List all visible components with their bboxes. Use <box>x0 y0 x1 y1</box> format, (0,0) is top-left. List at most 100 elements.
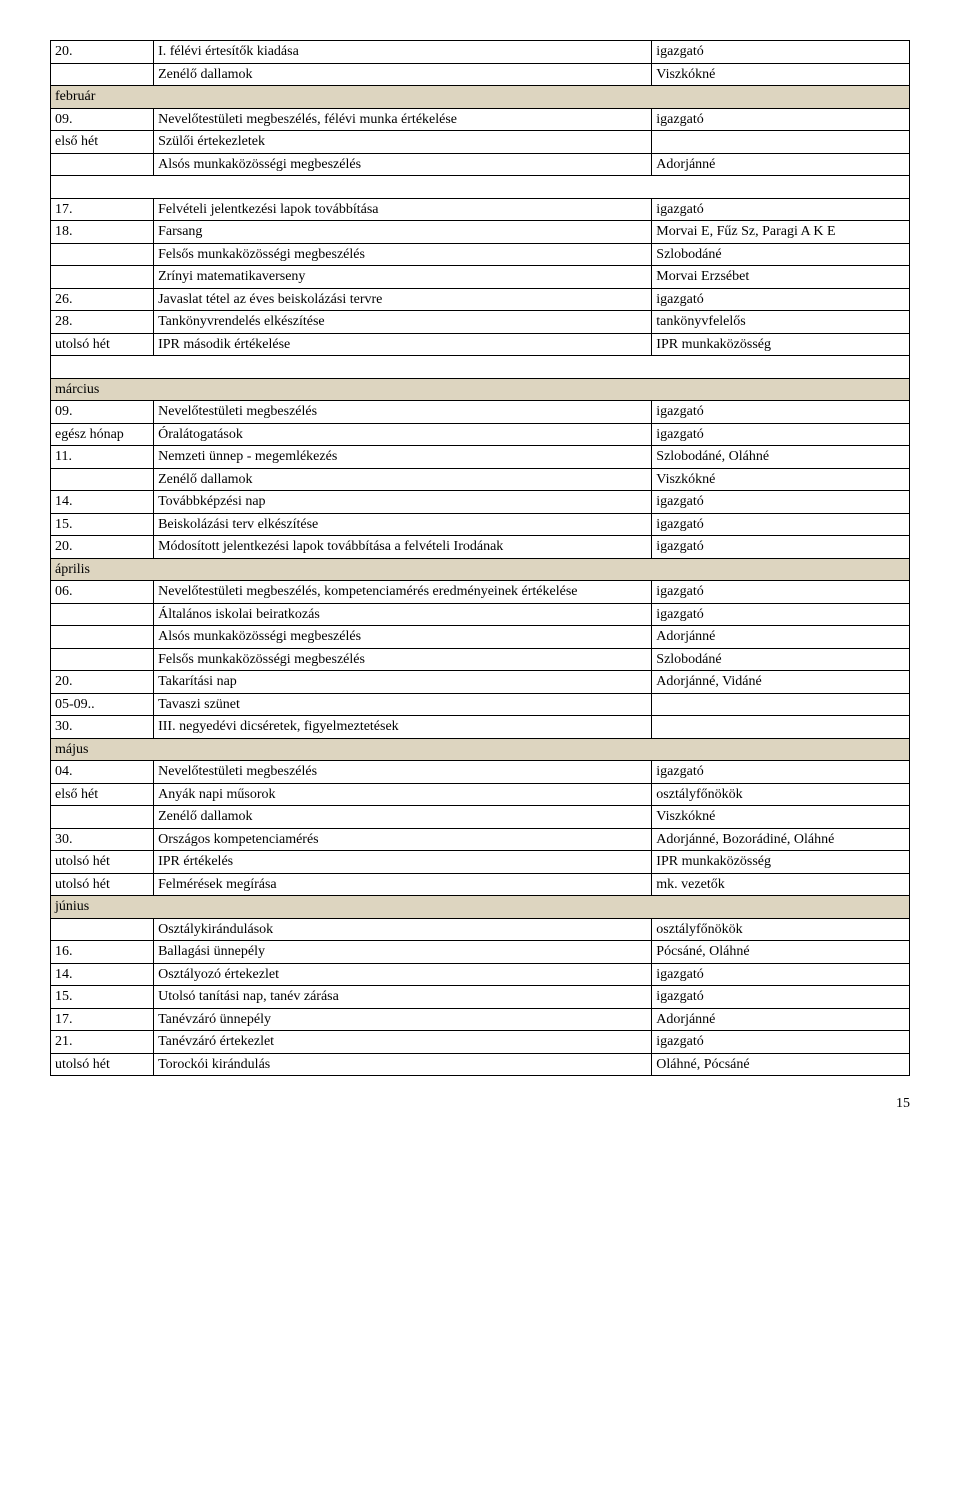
month-header-cell: április <box>51 558 910 581</box>
table-row: 11.Nemzeti ünnep - megemlékezésSzlobodán… <box>51 446 910 469</box>
owner-cell: Adorjánné <box>652 1008 910 1031</box>
table-row: 04.Nevelőtestületi megbeszélésigazgató <box>51 761 910 784</box>
owner-cell: igazgató <box>652 603 910 626</box>
date-cell: 28. <box>51 311 154 334</box>
event-cell: Nevelőtestületi megbeszélés, kompetencia… <box>154 581 652 604</box>
date-cell: első hét <box>51 131 154 154</box>
owner-cell: tankönyvfelelős <box>652 311 910 334</box>
event-cell: Javaslat tétel az éves beiskolázási terv… <box>154 288 652 311</box>
event-cell: Tanévzáró ünnepély <box>154 1008 652 1031</box>
table-row: Felsős munkaközösségi megbeszélésSzlobod… <box>51 243 910 266</box>
table-row: február <box>51 86 910 109</box>
schedule-table: 20.I. félévi értesítők kiadásaigazgatóZe… <box>50 40 910 1076</box>
owner-cell: igazgató <box>652 491 910 514</box>
date-cell <box>51 153 154 176</box>
table-row: Osztálykirándulásokosztályfőnökök <box>51 918 910 941</box>
table-row: Zrínyi matematikaversenyMorvai Erzsébet <box>51 266 910 289</box>
table-row: 14.Továbbképzési napigazgató <box>51 491 910 514</box>
owner-cell: osztályfőnökök <box>652 918 910 941</box>
table-row: 16.Ballagási ünnepélyPócsáné, Oláhné <box>51 941 910 964</box>
date-cell: 14. <box>51 491 154 514</box>
table-row: utolsó hétIPR második értékeléseIPR munk… <box>51 333 910 356</box>
date-cell: egész hónap <box>51 423 154 446</box>
owner-cell: Viszkókné <box>652 806 910 829</box>
month-header-cell: május <box>51 738 910 761</box>
event-cell: IPR második értékelése <box>154 333 652 356</box>
event-cell: Zenélő dallamok <box>154 806 652 829</box>
table-row: Alsós munkaközösségi megbeszélésAdorjánn… <box>51 153 910 176</box>
date-cell: 21. <box>51 1031 154 1054</box>
date-cell <box>51 603 154 626</box>
table-row <box>51 356 910 379</box>
event-cell: III. negyedévi dicséretek, figyelmezteté… <box>154 716 652 739</box>
event-cell: Nevelőtestületi megbeszélés, félévi munk… <box>154 108 652 131</box>
date-cell <box>51 648 154 671</box>
event-cell: Ballagási ünnepély <box>154 941 652 964</box>
owner-cell: Adorjánné <box>652 153 910 176</box>
date-cell: 05-09.. <box>51 693 154 716</box>
event-cell: Zrínyi matematikaverseny <box>154 266 652 289</box>
owner-cell: igazgató <box>652 423 910 446</box>
event-cell: Módosított jelentkezési lapok továbbítás… <box>154 536 652 559</box>
date-cell <box>51 266 154 289</box>
event-cell: Alsós munkaközösségi megbeszélés <box>154 626 652 649</box>
owner-cell: Morvai Erzsébet <box>652 266 910 289</box>
event-cell: Nevelőtestületi megbeszélés <box>154 761 652 784</box>
owner-cell: IPR munkaközösség <box>652 333 910 356</box>
date-cell: 20. <box>51 41 154 64</box>
owner-cell: igazgató <box>652 986 910 1009</box>
table-row: 20.Módosított jelentkezési lapok továbbí… <box>51 536 910 559</box>
event-cell: Általános iskolai beiratkozás <box>154 603 652 626</box>
owner-cell: igazgató <box>652 513 910 536</box>
table-row: Általános iskolai beiratkozásigazgató <box>51 603 910 626</box>
owner-cell <box>652 693 910 716</box>
owner-cell: Morvai E, Fűz Sz, Paragi A K E <box>652 221 910 244</box>
table-row: utolsó hétIPR értékelésIPR munkaközösség <box>51 851 910 874</box>
date-cell <box>51 468 154 491</box>
date-cell: 15. <box>51 986 154 1009</box>
table-row: 17.Felvételi jelentkezési lapok továbbít… <box>51 198 910 221</box>
table-row: 05-09..Tavaszi szünet <box>51 693 910 716</box>
table-row: Felsős munkaközösségi megbeszélésSzlobod… <box>51 648 910 671</box>
owner-cell: Szlobodáné <box>652 243 910 266</box>
table-row: május <box>51 738 910 761</box>
date-cell: utolsó hét <box>51 1053 154 1076</box>
event-cell: Nemzeti ünnep - megemlékezés <box>154 446 652 469</box>
owner-cell: igazgató <box>652 536 910 559</box>
owner-cell: igazgató <box>652 288 910 311</box>
table-row: 15.Utolsó tanítási nap, tanév zárásaigaz… <box>51 986 910 1009</box>
date-cell: 09. <box>51 108 154 131</box>
event-cell: IPR értékelés <box>154 851 652 874</box>
event-cell: Óralátogatások <box>154 423 652 446</box>
owner-cell: igazgató <box>652 761 910 784</box>
event-cell: Tanévzáró értekezlet <box>154 1031 652 1054</box>
owner-cell: Szlobodáné, Oláhné <box>652 446 910 469</box>
table-row: első hétAnyák napi műsorokosztályfőnökök <box>51 783 910 806</box>
owner-cell: osztályfőnökök <box>652 783 910 806</box>
table-row: Zenélő dallamokViszkókné <box>51 468 910 491</box>
event-cell: Tankönyvrendelés elkészítése <box>154 311 652 334</box>
table-row: 15.Beiskolázási terv elkészítéseigazgató <box>51 513 910 536</box>
owner-cell: Adorjánné <box>652 626 910 649</box>
owner-cell: Oláhné, Pócsáné <box>652 1053 910 1076</box>
owner-cell: IPR munkaközösség <box>652 851 910 874</box>
owner-cell: Adorjánné, Bozorádiné, Oláhné <box>652 828 910 851</box>
owner-cell: igazgató <box>652 198 910 221</box>
date-cell: 18. <box>51 221 154 244</box>
owner-cell: igazgató <box>652 1031 910 1054</box>
blank-row-cell <box>51 356 910 379</box>
table-row: március <box>51 378 910 401</box>
table-row: 17.Tanévzáró ünnepélyAdorjánné <box>51 1008 910 1031</box>
date-cell: 26. <box>51 288 154 311</box>
month-header-cell: június <box>51 896 910 919</box>
event-cell: Torockói kirándulás <box>154 1053 652 1076</box>
event-cell: Beiskolázási terv elkészítése <box>154 513 652 536</box>
event-cell: Osztályozó értekezlet <box>154 963 652 986</box>
date-cell <box>51 806 154 829</box>
month-header-cell: március <box>51 378 910 401</box>
table-row: utolsó hétFelmérések megírásamk. vezetők <box>51 873 910 896</box>
table-row <box>51 176 910 199</box>
table-row: 28.Tankönyvrendelés elkészítésetankönyvf… <box>51 311 910 334</box>
event-cell: Felsős munkaközösségi megbeszélés <box>154 648 652 671</box>
table-row: utolsó hétTorockói kirándulásOláhné, Póc… <box>51 1053 910 1076</box>
